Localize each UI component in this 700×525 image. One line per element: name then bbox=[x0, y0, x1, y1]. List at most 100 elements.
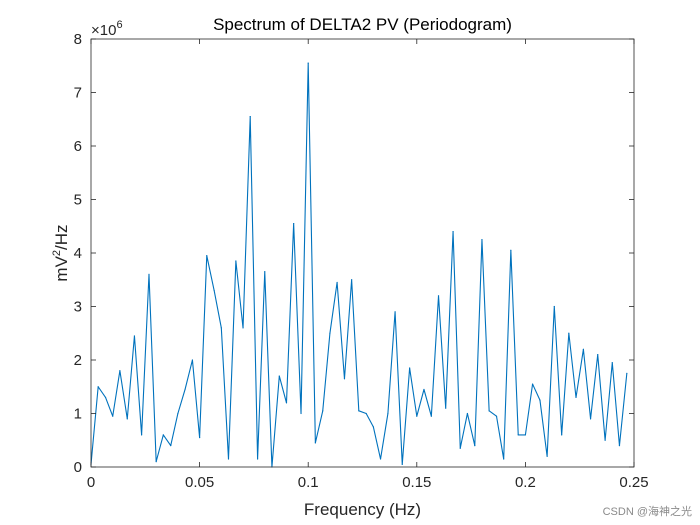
data-point bbox=[561, 434, 563, 436]
data-point bbox=[133, 335, 136, 337]
data-point bbox=[264, 271, 266, 273]
data-point bbox=[329, 332, 331, 334]
data-point bbox=[206, 255, 208, 257]
data-point bbox=[466, 412, 469, 415]
y-tick-label: 5 bbox=[74, 192, 82, 209]
data-point bbox=[459, 447, 461, 449]
data-point bbox=[97, 386, 99, 388]
data-point bbox=[365, 412, 367, 415]
data-point bbox=[126, 418, 128, 420]
data-point bbox=[278, 375, 280, 377]
data-point bbox=[437, 295, 440, 297]
x-tick-label: 0.2 bbox=[515, 474, 536, 491]
data-point bbox=[394, 311, 396, 313]
data-point bbox=[322, 410, 324, 412]
plot-area bbox=[91, 39, 634, 467]
data-point bbox=[170, 445, 172, 447]
y-tick-label: 8 bbox=[74, 31, 82, 48]
data-point bbox=[256, 458, 259, 460]
data-point bbox=[604, 439, 606, 441]
data-point bbox=[343, 378, 346, 380]
data-point bbox=[293, 222, 295, 225]
data-point bbox=[582, 348, 584, 350]
data-point bbox=[307, 62, 309, 64]
data-point bbox=[351, 279, 353, 281]
data-point bbox=[481, 239, 483, 241]
y-tick-label: 3 bbox=[74, 299, 82, 316]
data-point bbox=[213, 289, 215, 292]
data-point bbox=[568, 332, 570, 334]
watermark: CSDN @海神之光 bbox=[602, 506, 692, 518]
x-tick-label: 0.1 bbox=[298, 474, 319, 491]
data-point bbox=[372, 426, 374, 428]
data-point bbox=[112, 415, 114, 417]
y-tick-label: 1 bbox=[74, 406, 82, 423]
series-layer bbox=[90, 62, 628, 468]
y-axis-title-tail: /Hz bbox=[52, 224, 71, 250]
data-point bbox=[626, 372, 628, 374]
data-point bbox=[401, 463, 403, 465]
data-point bbox=[177, 412, 179, 415]
data-point bbox=[575, 396, 577, 399]
y-tick-label: 0 bbox=[74, 459, 82, 476]
data-point bbox=[148, 273, 150, 275]
chart-title: Spectrum of DELTA2 PV (Periodogram) bbox=[213, 15, 512, 34]
data-point bbox=[452, 231, 454, 233]
data-point bbox=[184, 388, 186, 391]
data-point bbox=[314, 442, 316, 444]
data-point bbox=[430, 415, 432, 417]
y-axis-title: mV2/Hz bbox=[51, 224, 71, 281]
data-point bbox=[495, 415, 498, 417]
data-point bbox=[104, 396, 107, 399]
y-tick-label: 2 bbox=[74, 352, 82, 369]
data-point bbox=[387, 412, 389, 415]
data-point bbox=[191, 359, 194, 361]
data-point bbox=[531, 383, 534, 385]
data-point bbox=[235, 260, 237, 262]
data-point bbox=[285, 402, 288, 404]
data-point bbox=[162, 434, 164, 436]
y-axis-title-superscript: 2 bbox=[51, 250, 63, 256]
y-axis-exponent-power: 6 bbox=[116, 19, 122, 31]
data-point bbox=[539, 399, 541, 401]
data-point bbox=[119, 370, 121, 372]
data-point bbox=[379, 458, 382, 460]
data-point bbox=[597, 354, 599, 356]
y-tick-label: 6 bbox=[74, 138, 82, 155]
data-point bbox=[409, 367, 411, 369]
data-point bbox=[474, 445, 476, 447]
data-point bbox=[553, 305, 555, 308]
ticks-layer: 0 0.05 0.1 0.15 0.2 0.25 0 1 2 3 4 5 6 7 8 bbox=[74, 31, 649, 491]
data-point bbox=[611, 362, 613, 364]
data-point bbox=[546, 455, 548, 457]
data-point bbox=[416, 415, 418, 417]
y-tick-label: 7 bbox=[74, 85, 82, 102]
data-point bbox=[445, 407, 447, 409]
data-point bbox=[503, 458, 505, 460]
x-tick-label: 0 bbox=[87, 474, 95, 491]
data-point bbox=[242, 327, 244, 329]
x-tick-label: 0.15 bbox=[402, 474, 431, 491]
data-point bbox=[358, 410, 360, 412]
data-point bbox=[220, 327, 222, 329]
data-point bbox=[249, 115, 251, 118]
x-axis-title: Frequency (Hz) bbox=[304, 500, 421, 519]
x-tick-label: 0.25 bbox=[619, 474, 648, 491]
x-tick-label: 0.05 bbox=[185, 474, 214, 491]
data-point bbox=[589, 418, 592, 420]
data-point bbox=[155, 461, 157, 463]
data-point bbox=[618, 445, 621, 447]
data-point bbox=[524, 434, 527, 436]
data-point bbox=[517, 434, 519, 436]
data-point bbox=[300, 412, 302, 415]
y-axis-title-base: mV bbox=[52, 255, 71, 281]
y-axis-exponent: ×106 bbox=[91, 19, 123, 39]
data-point bbox=[510, 249, 512, 251]
data-point bbox=[141, 434, 143, 436]
data-point bbox=[336, 281, 338, 284]
y-axis-exponent-prefix: ×10 bbox=[91, 22, 116, 39]
data-point bbox=[423, 388, 425, 391]
data-point bbox=[488, 410, 490, 412]
y-tick-label: 4 bbox=[74, 245, 82, 262]
